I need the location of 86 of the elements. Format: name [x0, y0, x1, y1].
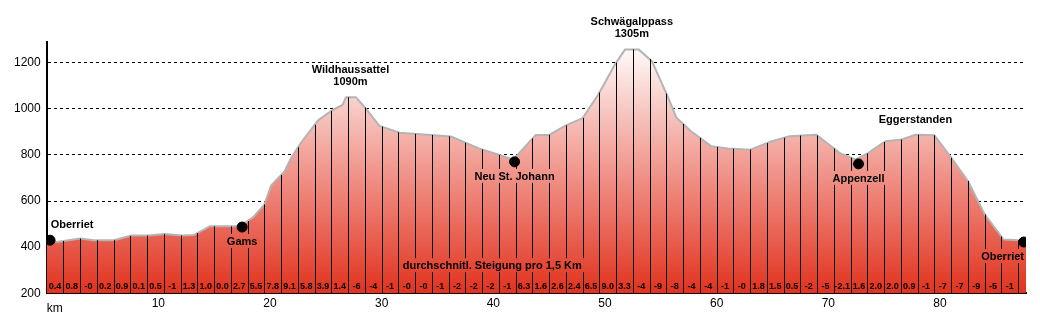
x-tick-label: 10	[151, 295, 166, 310]
annotation: 2.4	[568, 281, 581, 292]
annotation: 1.6	[852, 281, 866, 292]
annotation: -2.1	[834, 281, 851, 292]
annotation: 9.0	[601, 281, 615, 292]
annotation: 2.0	[886, 281, 899, 292]
annotation: 0.8	[65, 281, 79, 292]
annotation: -0	[402, 281, 411, 292]
annotation: -1	[503, 281, 512, 292]
annotation: -4	[704, 281, 713, 292]
point	[46, 234, 56, 246]
annotation: 7.8	[266, 281, 280, 292]
annotation: Neu St. Johann	[474, 169, 555, 182]
point	[853, 158, 864, 170]
annotation: Eggerstanden	[878, 112, 953, 125]
annotation: 0.9	[115, 281, 129, 292]
y-tick-label: 600	[20, 193, 42, 208]
annotation: -4	[687, 281, 696, 292]
annotation: 1.3	[182, 281, 196, 292]
x-tick-label: 40	[486, 295, 501, 310]
annotation: 0.2	[99, 281, 112, 292]
annotation: 6.5	[584, 281, 598, 292]
annotation: 2.6	[551, 281, 564, 292]
x-tick-label: 80	[933, 295, 948, 310]
annotation: 3.3	[618, 281, 631, 292]
annotation: -2	[486, 281, 495, 292]
x-tick-label: 70	[821, 295, 836, 310]
annotation: 0.1	[132, 281, 146, 292]
annotation: 0.4	[48, 281, 62, 292]
annotation: -2	[453, 281, 462, 292]
annotation: -1	[922, 281, 931, 292]
annotation: 1.5	[769, 281, 782, 292]
point	[236, 221, 248, 233]
y-tick-label: 200	[20, 285, 42, 300]
annotation: -0	[84, 281, 93, 292]
annotation: -2	[804, 281, 813, 292]
annotation: -1	[436, 281, 445, 292]
annotation: 0.5	[149, 281, 162, 292]
annotation: 1.0	[199, 281, 213, 292]
annotation: 1.4	[333, 281, 347, 292]
annotation: -0	[419, 281, 428, 292]
annotation: 6.3	[517, 281, 531, 292]
annotation: -7	[938, 281, 947, 292]
annotation: durchschnitl. Steigung pro 1,5 Km	[402, 259, 583, 272]
y-tick-label: 1000	[13, 101, 42, 116]
annotation: 9.1	[283, 281, 296, 292]
x-tick-label: 20	[263, 295, 278, 310]
annotation: -4	[369, 281, 378, 292]
annotation: 0.5	[785, 281, 799, 292]
annotation: -6	[352, 281, 361, 292]
x-tick-label: 30	[375, 295, 389, 310]
annotation: -1	[168, 281, 177, 292]
x-tick-label: 60	[710, 295, 724, 310]
annotation: 3.9	[316, 281, 330, 292]
annotation: -1	[721, 281, 730, 292]
annotation: 2.0	[869, 281, 883, 292]
annotation: 1.6	[534, 281, 548, 292]
annotation: -1	[386, 281, 395, 292]
annotation: -1	[1005, 281, 1014, 292]
annotation: 0.9	[903, 281, 916, 292]
annotation: -4	[637, 281, 646, 292]
y-tick-label: 400	[20, 239, 42, 254]
annotation: -9	[654, 281, 663, 292]
annotation: 2.7	[233, 281, 246, 292]
x-axis-title: km	[46, 301, 63, 316]
annotation: -0	[737, 281, 746, 292]
annotation: 0.0	[216, 281, 229, 292]
annotation: -5	[989, 281, 998, 292]
annotation: Wildhaussattel 1090m	[311, 63, 390, 88]
annotation: Oberriet	[50, 218, 94, 231]
y-tick-label: 800	[20, 147, 42, 162]
y-tick-label: 1200	[13, 55, 42, 70]
annotation: Appenzell	[832, 171, 885, 184]
annotation: Oberriet	[981, 250, 1025, 263]
annotation: -8	[670, 281, 679, 292]
annotation: 5.5	[249, 281, 263, 292]
annotation: -2	[469, 281, 478, 292]
annotation: Schwägalppass 1305m	[590, 15, 674, 40]
annotation: -7	[955, 281, 964, 292]
annotation: 1.8	[752, 281, 765, 292]
x-tick-label: 50	[598, 295, 613, 310]
point	[509, 156, 521, 168]
annotation: Gams	[226, 235, 258, 248]
annotation: 5.8	[300, 281, 313, 292]
annotation: -5	[821, 281, 830, 292]
annotation: -9	[972, 281, 981, 292]
